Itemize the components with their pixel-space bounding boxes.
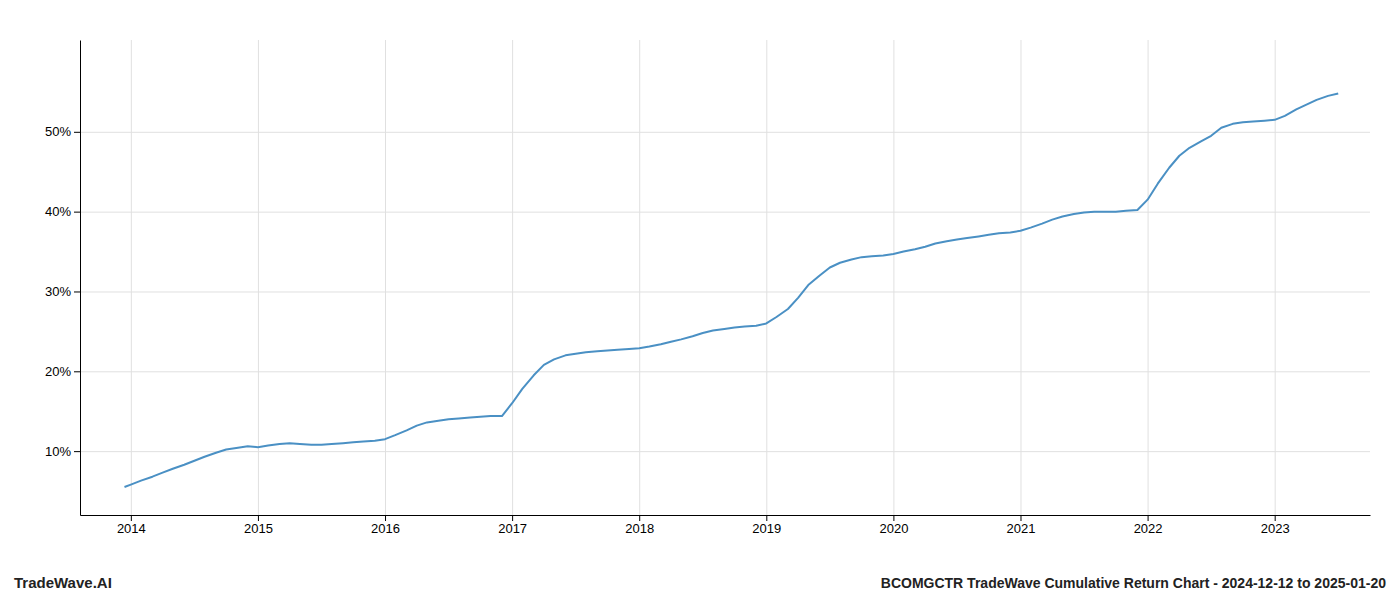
grid-line bbox=[766, 40, 767, 515]
grid-y bbox=[80, 132, 1370, 451]
x-tick: 2015 bbox=[244, 515, 273, 536]
y-tick-label: 10% bbox=[45, 444, 71, 459]
grid-tick bbox=[893, 40, 894, 515]
x-tick-mark bbox=[766, 515, 767, 521]
y-tick: 10% bbox=[45, 444, 80, 459]
x-tick-label: 2016 bbox=[371, 521, 400, 536]
x-tick: 2021 bbox=[1007, 515, 1036, 536]
y-axis: 10% 20% 30% 40% 50% bbox=[45, 41, 81, 516]
grid-line bbox=[1020, 40, 1021, 515]
x-tick-mark bbox=[385, 515, 386, 521]
grid-tick bbox=[80, 451, 1370, 452]
x-tick: 2016 bbox=[371, 515, 400, 536]
x-tick-mark bbox=[1020, 515, 1021, 521]
grid-tick bbox=[80, 291, 1370, 292]
y-tick-mark bbox=[74, 291, 80, 292]
x-tick-label: 2021 bbox=[1007, 521, 1036, 536]
y-tick-mark bbox=[74, 371, 80, 372]
grid-tick bbox=[80, 212, 1370, 213]
x-tick-label: 2023 bbox=[1261, 521, 1290, 536]
plot: 2014 2015 2016 2017 2018 2019 2020 2021 2022 2023… bbox=[45, 40, 1371, 536]
grid-tick bbox=[131, 40, 132, 515]
marks bbox=[124, 93, 1338, 487]
x-tick-mark bbox=[131, 515, 132, 521]
line bbox=[124, 93, 1338, 487]
grid-line bbox=[1148, 40, 1149, 515]
x-tick: 2019 bbox=[752, 515, 781, 536]
y-tick-label: 40% bbox=[45, 204, 71, 219]
grid-tick bbox=[639, 40, 640, 515]
x-tick-label: 2014 bbox=[117, 521, 146, 536]
y-tick: 30% bbox=[45, 284, 80, 299]
chart: 2014 2015 2016 2017 2018 2019 2020 2021 2022 2023… bbox=[0, 0, 1400, 600]
grid-tick bbox=[1020, 40, 1021, 515]
x-tick-mark bbox=[893, 515, 894, 521]
x-axis: 2014 2015 2016 2017 2018 2019 2020 2021 2022 2023 bbox=[81, 515, 1371, 536]
grid-tick bbox=[512, 40, 513, 515]
x-tick: 2018 bbox=[625, 515, 654, 536]
y-tick-mark bbox=[74, 132, 80, 133]
x-tick-mark bbox=[258, 515, 259, 521]
grid-line bbox=[258, 40, 259, 515]
grid-tick bbox=[258, 40, 259, 515]
x-tick-label: 2018 bbox=[625, 521, 654, 536]
x-tick: 2022 bbox=[1134, 515, 1163, 536]
grid-tick bbox=[385, 40, 386, 515]
y-tick: 20% bbox=[45, 364, 80, 379]
x-tick-label: 2017 bbox=[498, 521, 527, 536]
y-tick-mark bbox=[74, 451, 80, 452]
x-tick: 2017 bbox=[498, 515, 527, 536]
grid-line bbox=[1275, 40, 1276, 515]
y-axis-line bbox=[80, 41, 81, 516]
y-tick-label: 50% bbox=[45, 124, 71, 139]
y-tick: 50% bbox=[45, 124, 80, 139]
x-tick: 2020 bbox=[879, 515, 908, 536]
grid-line bbox=[385, 40, 386, 515]
x-tick: 2023 bbox=[1261, 515, 1290, 536]
y-tick-label: 20% bbox=[45, 364, 71, 379]
grid-line bbox=[80, 451, 1370, 452]
x-tick-mark bbox=[639, 515, 640, 521]
y-tick-label: 30% bbox=[45, 284, 71, 299]
grid-line bbox=[80, 132, 1370, 133]
grid-line bbox=[131, 40, 132, 515]
x-tick-label: 2022 bbox=[1134, 521, 1163, 536]
grid-line bbox=[80, 212, 1370, 213]
x-tick-label: 2019 bbox=[752, 521, 781, 536]
x-tick-mark bbox=[1148, 515, 1149, 521]
grid-line bbox=[80, 371, 1370, 372]
x-tick-mark bbox=[1275, 515, 1276, 521]
y-tick: 40% bbox=[45, 204, 80, 219]
x-tick-mark bbox=[512, 515, 513, 521]
x-tick-label: 2015 bbox=[244, 521, 273, 536]
y-tick-mark bbox=[74, 212, 80, 213]
grid-line bbox=[893, 40, 894, 515]
grid-tick bbox=[80, 132, 1370, 133]
grid-tick bbox=[1275, 40, 1276, 515]
grid-tick bbox=[80, 371, 1370, 372]
x-axis-line bbox=[81, 515, 1371, 516]
grid-line bbox=[80, 291, 1370, 292]
grid-line bbox=[512, 40, 513, 515]
grid-line bbox=[639, 40, 640, 515]
title: BCOMGCTR TradeWave Cumulative Return Cha… bbox=[881, 575, 1386, 591]
x-tick-label: 2020 bbox=[879, 521, 908, 536]
grid-tick bbox=[1148, 40, 1149, 515]
grid-tick bbox=[766, 40, 767, 515]
watermark: TradeWave.AI bbox=[14, 574, 112, 591]
x-tick: 2014 bbox=[117, 515, 146, 536]
